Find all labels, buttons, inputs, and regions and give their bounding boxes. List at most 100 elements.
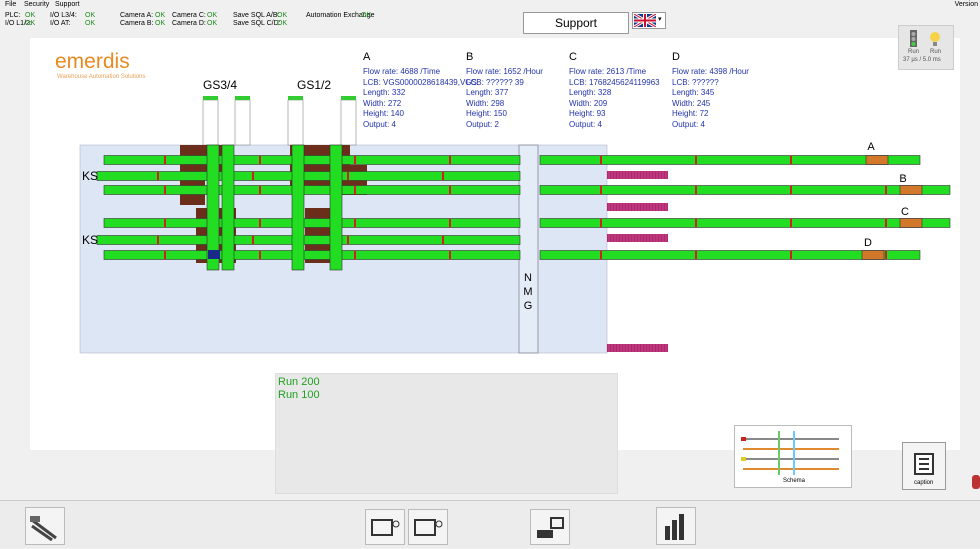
conveyor-joint — [449, 250, 451, 260]
toolbar-button[interactable] — [365, 509, 405, 545]
logo-tagline: Warehouse Automation Solutions — [57, 74, 146, 80]
status-value: OK — [155, 20, 166, 27]
vertical-conveyor — [329, 144, 343, 271]
toolbar-icon — [665, 514, 684, 540]
conveyor-joint — [790, 185, 792, 195]
line-detail: Output: 2 — [466, 120, 499, 129]
logo-name: emerdis — [55, 50, 130, 73]
status-value: OK — [25, 20, 36, 27]
line-name: C — [569, 51, 577, 63]
line-detail: LCB: ?????? — [672, 77, 719, 87]
toolbar-button[interactable] — [408, 509, 448, 545]
status-value: OK — [277, 20, 288, 27]
run-label: Run — [908, 49, 920, 55]
toolbar-button[interactable] — [530, 509, 570, 545]
line-detail: Width: 272 — [363, 98, 402, 108]
line-detail: LCB: ?????? 39 — [466, 77, 524, 87]
toolbar-button[interactable] — [656, 507, 696, 545]
menu-item[interactable]: Support — [55, 1, 80, 8]
status-value: OK — [277, 12, 288, 19]
nmg-letter: M — [523, 286, 532, 298]
gate-post — [340, 99, 357, 146]
conveyor-joint — [449, 218, 451, 228]
line-detail: Flow rate: 4688 /Time — [363, 67, 441, 76]
conveyor-joint — [354, 155, 356, 165]
output-segment — [899, 185, 923, 195]
line-detail: Flow rate: 4398 /Hour — [672, 67, 749, 76]
conveyor-joint — [259, 250, 261, 260]
vertical-conveyor — [206, 144, 220, 271]
conveyor — [539, 250, 921, 260]
conveyor-joint — [600, 155, 602, 165]
line-detail: Height: 150 — [466, 109, 507, 119]
conveyor — [539, 185, 951, 195]
vertical-conveyor — [291, 144, 305, 271]
gate-head — [203, 96, 218, 100]
conveyor — [539, 218, 951, 228]
status-value: OK — [25, 12, 36, 19]
log-entry: Run 200 — [278, 376, 320, 388]
schema-thumbnail — [741, 431, 839, 475]
toolbar-icon — [371, 519, 400, 536]
conveyor-joint — [600, 185, 602, 195]
line-detail: LCB: 1768245624119963 — [569, 77, 660, 87]
caption-button[interactable]: caption — [902, 442, 946, 490]
output-segment — [861, 250, 885, 260]
line-detail: Output: 4 — [672, 120, 705, 129]
conveyor-joint — [252, 235, 254, 245]
toolbar-button[interactable] — [25, 507, 65, 545]
conveyor-joint — [164, 218, 166, 228]
conveyor-joint — [885, 250, 887, 260]
status-label: Camera B: — [120, 20, 154, 27]
schema-button[interactable]: Schema — [734, 425, 852, 488]
gate-head — [341, 96, 356, 100]
conveyor-joint — [449, 155, 451, 165]
gate-label: GS3/4 — [203, 78, 237, 92]
view-select[interactable]: Support — [523, 12, 629, 34]
station-label: KS — [82, 169, 98, 183]
line-detail: Flow rate: 2613 /Time — [569, 67, 647, 76]
toolbar-icon — [414, 519, 443, 536]
line-detail: Flow rate: 1652 /Hour — [466, 67, 543, 76]
status-label: PLC: — [5, 12, 21, 19]
line-detail: Output: 4 — [363, 120, 396, 129]
conveyor-joint — [790, 218, 792, 228]
conveyor-joint — [449, 185, 451, 195]
gate-head — [235, 96, 250, 100]
carton — [208, 250, 220, 259]
status-label: Save SQL A/B: — [233, 12, 280, 19]
conveyor-joint — [885, 218, 887, 228]
status-value: OK — [85, 12, 96, 19]
menu-item[interactable]: File — [5, 1, 17, 8]
conveyor — [103, 218, 521, 228]
buffer — [607, 344, 668, 352]
nmg-letter: N — [524, 272, 532, 284]
status-label: Camera A: — [120, 12, 154, 19]
line-name: D — [672, 51, 680, 63]
conveyor-joint — [259, 218, 261, 228]
conveyor-joint — [695, 218, 697, 228]
conveyor — [103, 185, 521, 195]
schema-label: Schema — [783, 478, 806, 484]
gate-post — [287, 99, 304, 146]
toolbar-icon — [30, 516, 57, 542]
line-detail: Height: 72 — [672, 109, 709, 119]
conveyor — [96, 171, 521, 181]
conveyor-joint — [164, 155, 166, 165]
language-select[interactable]: ▾ — [632, 12, 666, 29]
station-label: KS — [82, 233, 98, 247]
menu-item[interactable]: Security — [24, 1, 50, 8]
run-widget[interactable]: Run Run 37 µs / 5.0 ms — [898, 25, 954, 70]
line-detail: Width: 298 — [466, 98, 505, 108]
conveyor — [103, 250, 521, 260]
conveyor-joint — [252, 171, 254, 181]
output-label: C — [901, 206, 909, 218]
line-detail: Height: 93 — [569, 109, 606, 119]
output-label: D — [864, 237, 872, 249]
conveyor-joint — [347, 171, 349, 181]
output-segment — [899, 218, 923, 228]
line-detail: Width: 245 — [672, 98, 711, 108]
status-label: Camera C: — [172, 12, 206, 19]
run-icons — [910, 30, 940, 47]
